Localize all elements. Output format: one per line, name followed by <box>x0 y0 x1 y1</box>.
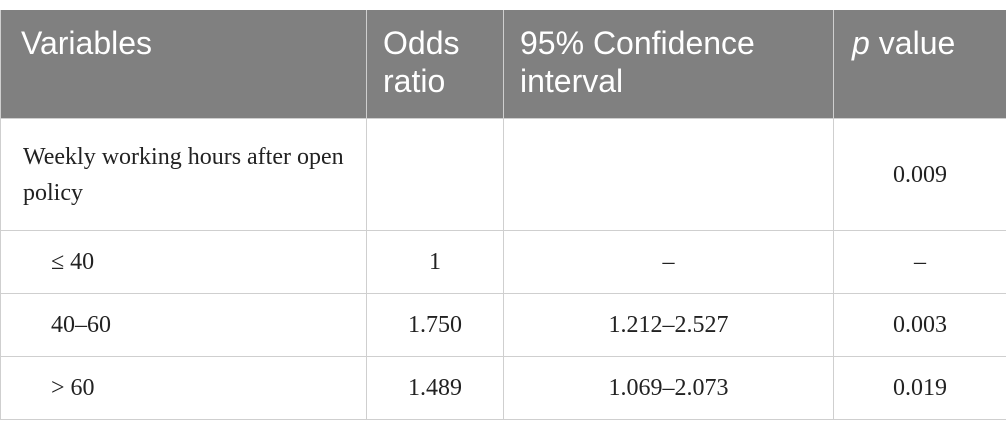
header-italic: p <box>852 25 870 61</box>
cell: 0.019 <box>833 356 1006 420</box>
cell: 1.212–2.527 <box>503 293 834 357</box>
header-cell: Variables <box>0 10 367 119</box>
cell: ≤ 40 <box>0 230 367 294</box>
cell: – <box>833 230 1006 294</box>
cell: 0.009 <box>833 118 1006 231</box>
cell: 1.489 <box>366 356 504 420</box>
cell: 1.069–2.073 <box>503 356 834 420</box>
header-cell: p value <box>833 10 1006 119</box>
row: ≤ 40 1 – – <box>0 230 1006 294</box>
cell: 0.003 <box>833 293 1006 357</box>
row: 40–60 1.750 1.212–2.527 0.003 <box>0 293 1006 357</box>
results-table: Variables Odds ratio 95% Confidence inte… <box>0 10 1006 420</box>
cell: Weekly working hours after open policy <box>0 118 367 231</box>
row: > 60 1.489 1.069–2.073 0.019 <box>0 356 1006 420</box>
header-text: value <box>878 25 956 61</box>
header-cell: 95% Confidence interval <box>503 10 834 119</box>
cell <box>503 118 834 231</box>
cell: 1.750 <box>366 293 504 357</box>
cell: 1 <box>366 230 504 294</box>
cell: > 60 <box>0 356 367 420</box>
cell: – <box>503 230 834 294</box>
header-row: Variables Odds ratio 95% Confidence inte… <box>0 10 1006 119</box>
cell: 40–60 <box>0 293 367 357</box>
row: Weekly working hours after open policy 0… <box>0 118 1006 231</box>
header-cell: Odds ratio <box>366 10 504 119</box>
cell <box>366 118 504 231</box>
